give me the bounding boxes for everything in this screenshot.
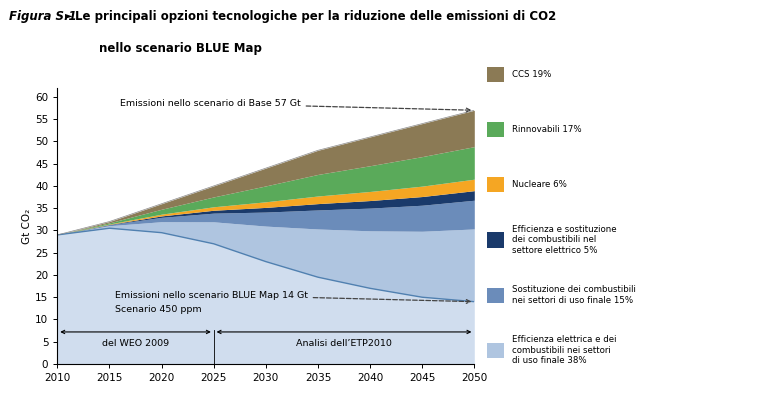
Text: Figura S.1: Figura S.1 [9,10,76,23]
Text: Sostituzione dei combustibili
nei settori di uso finale 15%: Sostituzione dei combustibili nei settor… [512,286,636,305]
Text: del WEO 2009: del WEO 2009 [102,339,169,348]
Text: Efficienza e sostituzione
dei combustibili nel
settore elettrico 5%: Efficienza e sostituzione dei combustibi… [512,225,617,255]
Text: Le principali opzioni tecnologiche per la riduzione delle emissioni di CO2: Le principali opzioni tecnologiche per l… [75,10,556,23]
Y-axis label: Gt CO₂: Gt CO₂ [22,208,32,244]
Text: Analisi dell’ETP2010: Analisi dell’ETP2010 [296,339,392,348]
Text: Rinnovabili 17%: Rinnovabili 17% [512,125,581,134]
Text: CCS 19%: CCS 19% [512,70,551,79]
Text: Nucleare 6%: Nucleare 6% [512,180,567,189]
Text: ►: ► [65,10,73,20]
Text: Emissioni nello scenario BLUE Map 14 Gt: Emissioni nello scenario BLUE Map 14 Gt [115,290,470,303]
Text: Scenario 450 ppm: Scenario 450 ppm [115,305,201,314]
Text: Efficienza elettrica e dei
combustibili nei settori
di uso finale 38%: Efficienza elettrica e dei combustibili … [512,336,617,365]
Text: Emissioni nello scenario di Base 57 Gt: Emissioni nello scenario di Base 57 Gt [120,99,470,112]
Text: nello scenario BLUE Map: nello scenario BLUE Map [99,42,262,55]
